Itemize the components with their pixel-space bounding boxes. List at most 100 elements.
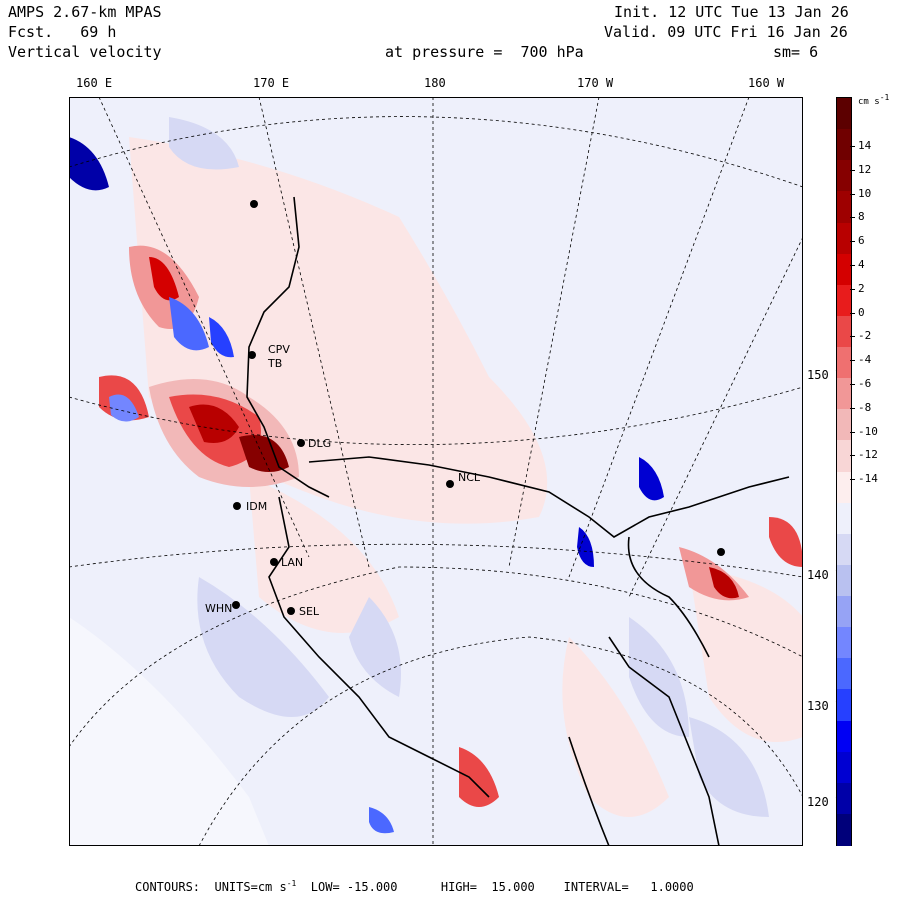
station-label-ncl: NCL — [458, 471, 481, 484]
colorbar-tick-mark — [850, 169, 855, 171]
colorbar-segment — [837, 253, 851, 286]
map-frame — [69, 97, 803, 846]
lat-label-120w: 120 W — [806, 795, 845, 809]
colorbar-tick-mark — [850, 312, 855, 314]
colorbar-tick-label: -12 — [858, 448, 878, 462]
colorbar-segment — [837, 813, 851, 846]
colorbar-tick-label: 10 — [858, 186, 872, 200]
colorbar-segment — [837, 191, 851, 223]
colorbar — [836, 97, 852, 846]
smoothing: sm= 6 — [773, 43, 819, 61]
colorbar-tick-label: 4 — [858, 258, 865, 271]
colorbar-tick-mark — [850, 146, 855, 147]
colorbar-tick-mark — [850, 217, 855, 219]
colorbar-segment — [837, 284, 851, 317]
station-label-tb: TB — [268, 357, 283, 370]
colorbar-segment — [837, 720, 851, 753]
colorbar-segment — [837, 315, 851, 348]
lon-label-170e: 170 E — [253, 76, 290, 90]
colorbar-tick-mark — [850, 431, 855, 433]
strong-downdraft-regions — [69, 137, 664, 834]
model-title: AMPS 2.67-km MPAS — [8, 3, 162, 21]
domain-edge — [69, 617, 269, 846]
colorbar-segment — [837, 564, 851, 597]
colorbar-segment — [837, 782, 851, 815]
contour-units: CONTOURS: UNITS=cm s — [135, 880, 287, 894]
colorbar-unit: cm s-1 — [858, 93, 889, 107]
contour-info: CONTOURS: UNITS=cm s-1 LOW= -15.000 HIGH… — [135, 879, 694, 894]
lat-label-140w: 140 W — [806, 568, 845, 582]
colorbar-unit-text: cm s — [858, 97, 880, 107]
lon-label-180: 180 — [424, 76, 446, 90]
colorbar-tick-label: -4 — [858, 353, 872, 367]
colorbar-segment — [837, 689, 851, 721]
colorbar-tick-label: -6 — [858, 377, 872, 390]
station-dot-ncl — [446, 480, 454, 488]
colorbar-tick-label: 2 — [858, 281, 865, 295]
station-dot-ber — [250, 200, 258, 208]
colorbar-tick-label: -8 — [858, 400, 872, 414]
colorbar-tick-label: 0 — [858, 305, 865, 319]
station-markers — [232, 200, 725, 615]
colorbar-tick-mark — [850, 288, 855, 290]
colorbar-tick-mark — [850, 193, 855, 195]
station-dot-mtn — [717, 548, 725, 556]
lat-label-130w: 130 W — [806, 699, 845, 713]
colorbar-segment — [837, 129, 851, 161]
station-label-lan: LAN — [281, 556, 304, 569]
colorbar-tick-mark — [850, 336, 855, 338]
colorbar-segment — [837, 596, 851, 628]
station-dot-sel — [287, 607, 295, 615]
colorbar-tick-mark — [850, 265, 855, 266]
station-label-whn: WHN — [205, 602, 233, 615]
strong-updraft-regions — [99, 245, 803, 807]
colorbar-tick-mark — [850, 241, 855, 243]
pressure-level: at pressure = 700 hPa — [385, 43, 584, 61]
colorbar-tick-mark — [850, 479, 855, 481]
colorbar-segment — [837, 533, 851, 566]
station-dot-lan — [270, 558, 278, 566]
colorbar-tick-label: 6 — [858, 234, 865, 248]
light-blue-regions — [169, 117, 769, 817]
colorbar-tick-label: 14 — [858, 139, 872, 152]
station-label-dlg: DLG — [308, 437, 332, 450]
colorbar-tick-mark — [850, 407, 855, 409]
colorbar-segment — [837, 471, 851, 504]
map-panel — [69, 97, 803, 846]
field-name: Vertical velocity — [8, 43, 162, 61]
colorbar-tick-label: 8 — [858, 210, 865, 224]
colorbar-segment — [837, 502, 851, 535]
station-label-cpv: CPV — [268, 343, 290, 356]
station-dot-idm — [233, 502, 241, 510]
contour-units-exp: -1 — [286, 879, 297, 888]
colorbar-segment — [837, 751, 851, 784]
colorbar-tick-mark — [850, 384, 855, 385]
init-time: Init. 12 UTC Tue 13 Jan 26 — [614, 3, 849, 21]
colorbar-segment — [837, 440, 851, 472]
lon-label-160e: 160 E — [76, 76, 113, 90]
colorbar-segment — [837, 98, 851, 130]
valid-time: Valid. 09 UTC Fri 16 Jan 26 — [604, 23, 848, 41]
colorbar-segment — [837, 347, 851, 379]
colorbar-segment — [837, 378, 851, 410]
colorbar-segment — [837, 409, 851, 441]
colorbar-tick-label: 12 — [858, 162, 872, 176]
forecast-hour: Fcst. 69 h — [8, 23, 117, 41]
colorbar-unit-exp: -1 — [879, 93, 890, 102]
colorbar-tick-label: -14 — [858, 472, 878, 486]
station-label-idm: IDM — [246, 500, 268, 513]
lon-label-170w: 170 W — [577, 76, 614, 90]
station-dot-cpv — [248, 351, 256, 359]
colorbar-segment — [837, 160, 851, 192]
colorbar-segment — [837, 222, 851, 255]
lat-label-150w: 150 W — [806, 368, 845, 382]
graticule — [69, 97, 803, 846]
station-dot-dlg — [297, 439, 305, 447]
colorbar-tick-label: -2 — [858, 329, 872, 343]
colorbar-tick-label: -10 — [858, 424, 878, 438]
colorbar-segment — [837, 627, 851, 659]
colorbar-tick-mark — [850, 455, 855, 457]
contour-range: LOW= -15.000 HIGH= 15.000 INTERVAL= 1.00… — [296, 880, 694, 894]
colorbar-segment — [837, 658, 851, 690]
station-dot-whn — [232, 601, 240, 609]
